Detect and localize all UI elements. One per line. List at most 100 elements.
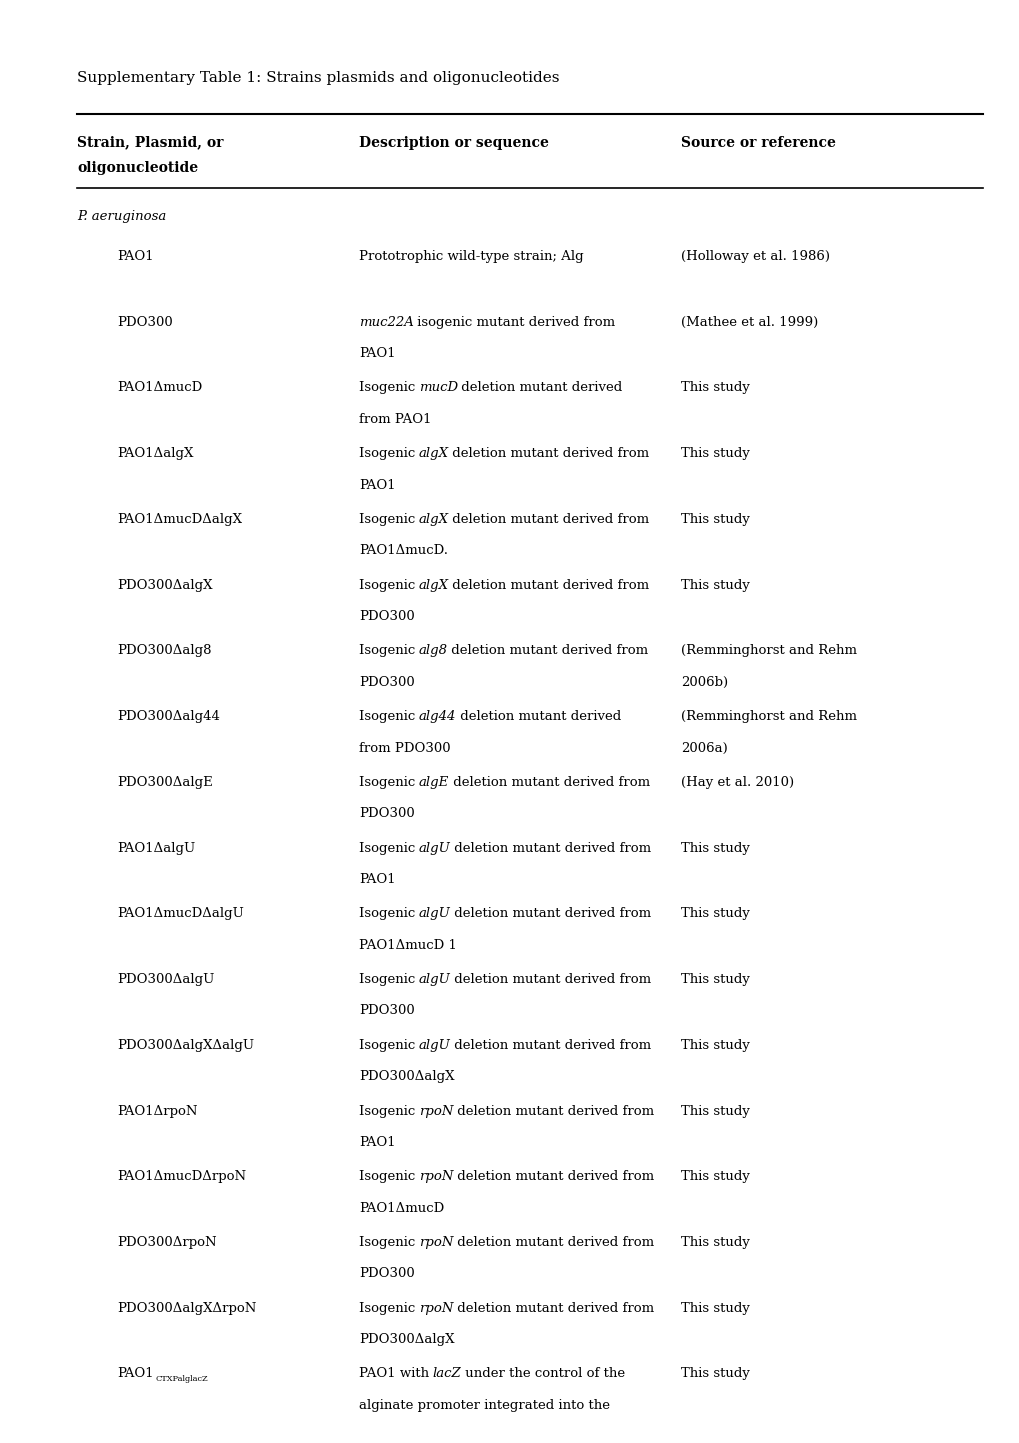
Text: deletion mutant derived from: deletion mutant derived from (447, 645, 648, 658)
Text: lacZ: lacZ (432, 1368, 461, 1381)
Text: PAO1ΔalgU: PAO1ΔalgU (117, 841, 196, 854)
Text: This study: This study (681, 973, 749, 986)
Text: PDO300ΔalgX: PDO300ΔalgX (359, 1333, 454, 1346)
Text: deletion mutant derived from: deletion mutant derived from (449, 908, 650, 921)
Text: PDO300ΔalgE: PDO300ΔalgE (117, 776, 213, 789)
Text: PDO300: PDO300 (117, 316, 173, 329)
Text: 2006b): 2006b) (681, 675, 728, 688)
Text: Strain, Plasmid, or: Strain, Plasmid, or (77, 136, 223, 150)
Text: rpoN: rpoN (419, 1302, 452, 1315)
Text: This study: This study (681, 1368, 749, 1381)
Text: PAO1ΔmucDΔalgX: PAO1ΔmucDΔalgX (117, 512, 243, 525)
Text: deletion mutant derived from: deletion mutant derived from (448, 579, 649, 592)
Text: P. aeruginosa: P. aeruginosa (77, 209, 166, 222)
Text: PAO1: PAO1 (359, 873, 395, 886)
Text: PDO300: PDO300 (359, 675, 415, 688)
Text: PAO1ΔmucDΔrpoN: PAO1ΔmucDΔrpoN (117, 1170, 247, 1183)
Text: This study: This study (681, 512, 749, 525)
Text: PAO1: PAO1 (359, 348, 395, 361)
Text: PAO1: PAO1 (359, 1136, 395, 1149)
Text: mucD: mucD (419, 381, 458, 394)
Text: deletion mutant derived from: deletion mutant derived from (449, 1039, 650, 1052)
Text: Isogenic: Isogenic (359, 645, 419, 658)
Text: PDO300Δalg44: PDO300Δalg44 (117, 710, 220, 723)
Text: Isogenic: Isogenic (359, 841, 419, 854)
Text: This study: This study (681, 1104, 749, 1117)
Text: This study: This study (681, 579, 749, 592)
Text: Isogenic: Isogenic (359, 1039, 419, 1052)
Text: rpoN: rpoN (419, 1237, 452, 1250)
Text: Isogenic: Isogenic (359, 1104, 419, 1117)
Text: algE: algE (419, 776, 448, 789)
Text: alg44: alg44 (419, 710, 455, 723)
Text: PAO1: PAO1 (117, 250, 154, 263)
Text: algX: algX (419, 447, 448, 460)
Text: This study: This study (681, 447, 749, 460)
Text: muc22A: muc22A (359, 316, 414, 329)
Text: PAO1 with: PAO1 with (359, 1368, 433, 1381)
Text: deletion mutant derived from: deletion mutant derived from (448, 447, 649, 460)
Text: This study: This study (681, 841, 749, 854)
Text: deletion mutant derived from: deletion mutant derived from (452, 1170, 653, 1183)
Text: Isogenic: Isogenic (359, 1237, 419, 1250)
Text: (Remminghorst and Rehm: (Remminghorst and Rehm (681, 710, 856, 723)
Text: Isogenic: Isogenic (359, 381, 419, 394)
Text: (Hay et al. 2010): (Hay et al. 2010) (681, 776, 794, 789)
Text: Isogenic: Isogenic (359, 908, 419, 921)
Text: Isogenic: Isogenic (359, 447, 419, 460)
Text: PDO300: PDO300 (359, 1004, 415, 1017)
Text: Isogenic: Isogenic (359, 776, 419, 789)
Text: deletion mutant derived from: deletion mutant derived from (452, 1104, 653, 1117)
Text: This study: This study (681, 1039, 749, 1052)
Text: alginate promoter integrated into the: alginate promoter integrated into the (359, 1398, 609, 1411)
Text: PDO300: PDO300 (359, 610, 415, 623)
Text: deletion mutant derived: deletion mutant derived (457, 381, 622, 394)
Text: Isogenic: Isogenic (359, 579, 419, 592)
Text: algU: algU (419, 1039, 450, 1052)
Text: deletion mutant derived from: deletion mutant derived from (449, 973, 650, 986)
Text: Isogenic: Isogenic (359, 1170, 419, 1183)
Text: Isogenic: Isogenic (359, 710, 419, 723)
Text: Isogenic: Isogenic (359, 973, 419, 986)
Text: (Holloway et al. 1986): (Holloway et al. 1986) (681, 250, 829, 263)
Text: CTXPalglacZ: CTXPalglacZ (156, 1375, 208, 1382)
Text: PAO1: PAO1 (359, 479, 395, 492)
Text: from PDO300: from PDO300 (359, 742, 450, 755)
Text: under the control of the: under the control of the (461, 1368, 625, 1381)
Text: Isogenic: Isogenic (359, 1302, 419, 1315)
Text: PDO300ΔalgXΔalgU: PDO300ΔalgXΔalgU (117, 1039, 255, 1052)
Text: PAO1ΔmucD: PAO1ΔmucD (359, 1202, 444, 1215)
Text: PDO300ΔalgX: PDO300ΔalgX (117, 579, 213, 592)
Text: deletion mutant derived from: deletion mutant derived from (448, 776, 649, 789)
Text: algU: algU (419, 908, 450, 921)
Text: alg8: alg8 (419, 645, 447, 658)
Text: PAO1ΔmucD 1: PAO1ΔmucD 1 (359, 939, 457, 952)
Text: from PAO1: from PAO1 (359, 413, 431, 426)
Text: rpoN: rpoN (419, 1104, 452, 1117)
Text: PDO300: PDO300 (359, 807, 415, 820)
Text: deletion mutant derived from: deletion mutant derived from (449, 841, 650, 854)
Text: deletion mutant derived from: deletion mutant derived from (452, 1237, 653, 1250)
Text: rpoN: rpoN (419, 1170, 452, 1183)
Text: PDO300Δalg8: PDO300Δalg8 (117, 645, 212, 658)
Text: algU: algU (419, 841, 450, 854)
Text: algX: algX (419, 512, 448, 525)
Text: Source or reference: Source or reference (681, 136, 836, 150)
Text: PAO1ΔrpoN: PAO1ΔrpoN (117, 1104, 198, 1117)
Text: This study: This study (681, 381, 749, 394)
Text: This study: This study (681, 1170, 749, 1183)
Text: (Mathee et al. 1999): (Mathee et al. 1999) (681, 316, 817, 329)
Text: PDO300ΔalgXΔrpoN: PDO300ΔalgXΔrpoN (117, 1302, 257, 1315)
Text: deletion mutant derived: deletion mutant derived (455, 710, 621, 723)
Text: PAO1ΔmucD: PAO1ΔmucD (117, 381, 203, 394)
Text: oligonucleotide: oligonucleotide (77, 162, 199, 175)
Text: Supplementary Table 1: Strains plasmids and oligonucleotides: Supplementary Table 1: Strains plasmids … (77, 71, 559, 85)
Text: PAO1ΔmucD.: PAO1ΔmucD. (359, 544, 447, 557)
Text: PDO300ΔalgU: PDO300ΔalgU (117, 973, 215, 986)
Text: deletion mutant derived from: deletion mutant derived from (452, 1302, 653, 1315)
Text: algU: algU (419, 973, 450, 986)
Text: Prototrophic wild-type strain; Alg: Prototrophic wild-type strain; Alg (359, 250, 583, 263)
Text: deletion mutant derived from: deletion mutant derived from (448, 512, 649, 525)
Text: PAO1: PAO1 (117, 1368, 154, 1381)
Text: This study: This study (681, 1237, 749, 1250)
